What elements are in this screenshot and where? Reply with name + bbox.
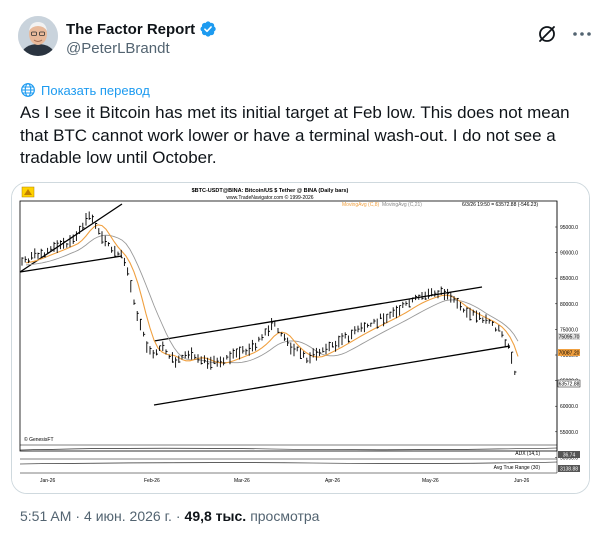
chart-header-url: www.TradeNavigator.com © 1999-2026: [226, 194, 313, 201]
author-name-row: The Factor Report: [66, 20, 217, 38]
tweet-time[interactable]: 5:51 AM: [20, 508, 72, 524]
price-tick-label: 90000.0: [560, 251, 578, 257]
atr-value: 3138.88: [560, 467, 578, 473]
more-icon[interactable]: [570, 22, 594, 46]
date-tick-label: May-26: [422, 478, 439, 484]
legend-ma-slow: MovingAvg (C,21): [382, 202, 422, 208]
meta-separator: ·: [175, 508, 181, 524]
price-tick-label: 75000.0: [560, 327, 578, 333]
indicator-atr-label: Avg True Range (30): [494, 465, 541, 471]
avatar[interactable]: [18, 16, 58, 56]
price-tick-label: 80000.0: [560, 302, 578, 308]
price-tick-label: 60000.0: [560, 404, 578, 410]
tweet-media-chart[interactable]: $BTC-USDT@BINA: Bitcoin/US $ Tether @ BI…: [11, 182, 590, 494]
ma-slow-tag: 75095.70: [559, 335, 580, 341]
views-count: 49,8 тыс.: [184, 508, 247, 524]
price-tick-label: 85000.0: [560, 276, 578, 282]
verified-badge-icon[interactable]: [199, 20, 217, 38]
tweet-header: The Factor Report @PeterLBrandt: [18, 16, 591, 72]
translate-label: Показать перевод: [41, 82, 150, 98]
tweet-text: As I see it Bitcoin has met its initial …: [20, 103, 570, 167]
author-handle[interactable]: @PeterLBrandt: [66, 40, 170, 57]
chart-header-title: $BTC-USDT@BINA: Bitcoin/US $ Tether @ BI…: [192, 188, 349, 194]
legend-ma-fast: MovingAvg (C,8): [342, 202, 379, 208]
price-tick-label: 50000.0: [560, 455, 578, 461]
globe-icon: [21, 83, 35, 97]
translate-link[interactable]: Показать перевод: [20, 82, 150, 98]
chart-watermark: © GenesisFT: [24, 436, 54, 443]
views-label: просмотра: [250, 508, 320, 524]
chart-logo-icon: [21, 186, 35, 198]
date-tick-label: Apr-26: [325, 478, 340, 484]
price-tick-label: 55000.0: [560, 430, 578, 436]
tweet-date[interactable]: 4 июн. 2026 г.: [84, 508, 172, 524]
price-tick-label: 95000.0: [560, 225, 578, 231]
last-price-tag: 63572.88: [559, 382, 580, 388]
meta-separator: ·: [75, 508, 81, 524]
indicator-adx-label: ADX (14,1): [515, 451, 540, 457]
legend-bar-info: 6/3/26 19:50 = 63572.88 (-546.23): [462, 202, 538, 208]
date-tick-label: Mar-26: [234, 478, 250, 484]
author-display-name[interactable]: The Factor Report: [66, 20, 196, 38]
grok-icon[interactable]: [535, 22, 559, 46]
ma-fast-tag: 70087.20: [559, 351, 580, 357]
adx-value: 36.74: [563, 453, 576, 459]
date-tick-label: Jan-26: [40, 478, 56, 484]
date-tick-label: Feb-26: [144, 478, 160, 484]
date-tick-label: Jun-26: [514, 478, 530, 484]
tweet-meta: 5:51 AM · 4 июн. 2026 г. · 49,8 тыс. про…: [20, 508, 319, 524]
